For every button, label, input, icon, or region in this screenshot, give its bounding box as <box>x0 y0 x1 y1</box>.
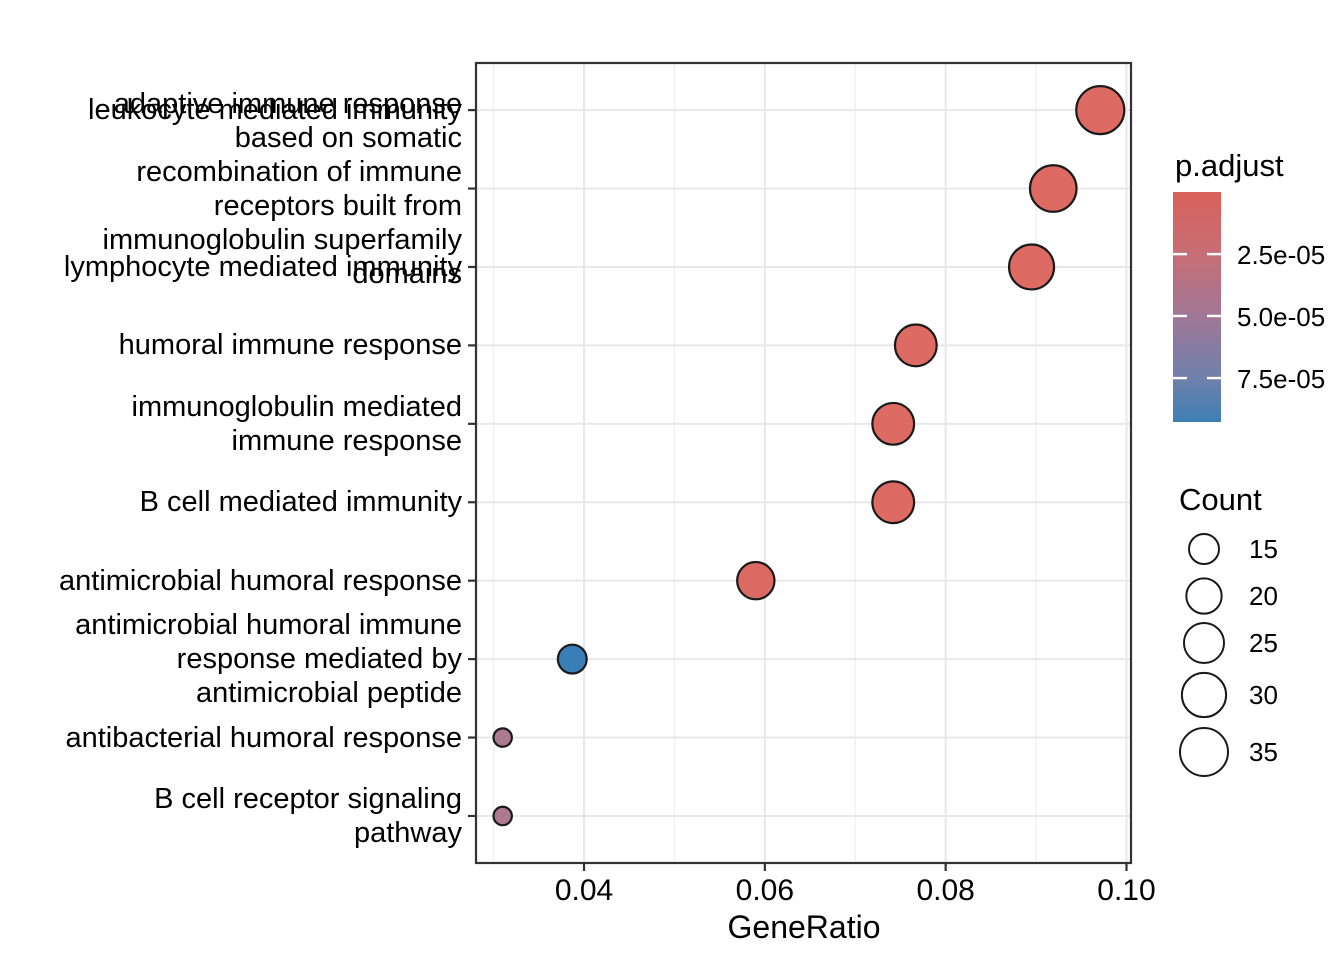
padjust-tick-label: 2.5e-05 <box>1237 240 1326 271</box>
padjust-legend-title: p.adjust <box>1175 148 1284 183</box>
panel-background <box>476 63 1131 863</box>
count-tick-label: 15 <box>1249 534 1278 564</box>
x-axis-tick-label: 0.06 <box>735 874 795 907</box>
count-legend-title: Count <box>1179 482 1262 517</box>
y-axis-label: lymphocyte mediated immunity <box>63 250 462 283</box>
data-point <box>1075 84 1126 136</box>
x-axis-tick-label: 0.10 <box>1097 874 1156 907</box>
data-point <box>556 643 588 675</box>
padjust-colorbar <box>1173 192 1221 422</box>
padjust-tick-label: 7.5e-05 <box>1237 364 1326 395</box>
count-legend-circle <box>1185 577 1223 615</box>
data-point <box>1028 164 1078 213</box>
data-point <box>871 480 916 525</box>
count-legend-circle <box>1182 621 1226 665</box>
count-tick-label: 35 <box>1249 737 1278 767</box>
count-legend-circle <box>1188 533 1220 565</box>
count-legend-circle <box>1179 727 1229 777</box>
data-point <box>871 401 916 446</box>
y-axis-label: humoral immune response <box>118 329 462 362</box>
y-axis-label: antimicrobial humoral response <box>59 564 462 597</box>
y-axis-label: adaptive immune response based on somati… <box>102 87 462 290</box>
y-axis-label: B cell receptor signaling pathway <box>154 782 462 849</box>
count-tick-label: 20 <box>1249 581 1278 611</box>
data-point <box>492 727 513 748</box>
count-tick-label: 30 <box>1249 680 1278 710</box>
count-tick-label: 25 <box>1249 628 1278 658</box>
y-axis-label: antibacterial humoral response <box>65 721 462 754</box>
x-axis-tick-label: 0.08 <box>916 874 975 907</box>
y-axis-label: B cell mediated immunity <box>139 486 462 519</box>
x-axis-tick-label: 0.04 <box>554 874 614 907</box>
data-point <box>893 323 938 368</box>
count-legend-circle <box>1180 671 1228 719</box>
y-axis-label: antimicrobial humoral immune response me… <box>75 609 462 710</box>
data-point <box>736 560 776 601</box>
y-axis-label: immunoglobulin mediated immune response <box>131 390 462 457</box>
data-point <box>1007 243 1056 291</box>
panel-border <box>474 61 1133 865</box>
x-axis-title: GeneRatio <box>727 909 881 945</box>
padjust-tick-label: 5.0e-05 <box>1237 301 1326 332</box>
y-axis-label: leukocyte mediated immunity <box>88 94 462 127</box>
data-point <box>492 805 513 827</box>
